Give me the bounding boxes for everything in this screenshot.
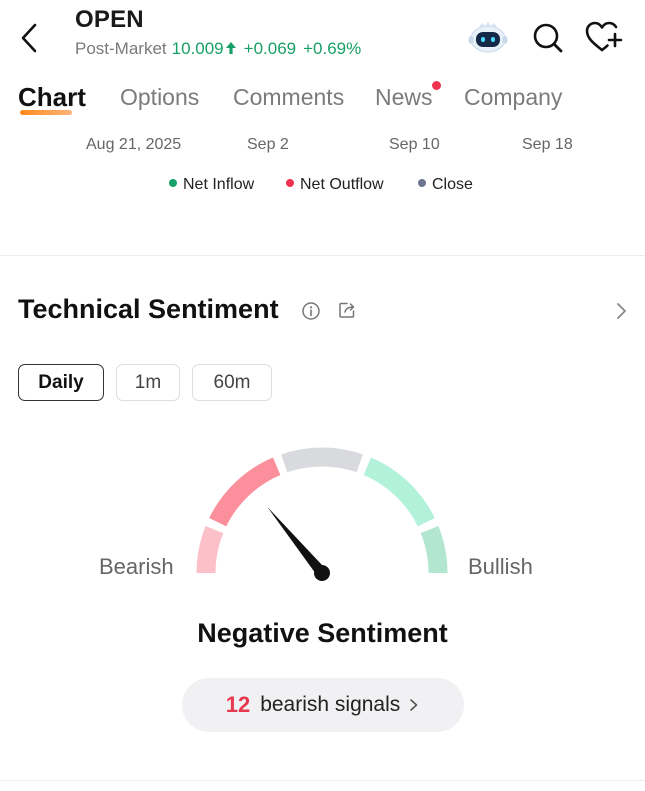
gauge-needle-hub bbox=[314, 565, 330, 581]
signals-count: 12 bbox=[225, 692, 251, 717]
gauge-bearish-label: Bearish bbox=[99, 554, 174, 579]
period-60m-button[interactable]: 60m bbox=[192, 364, 272, 401]
period-1m-button[interactable]: 1m bbox=[116, 364, 180, 401]
chevron-right-icon[interactable] bbox=[610, 300, 632, 322]
tab-company[interactable]: Company bbox=[464, 84, 563, 110]
gauge-segment-3 bbox=[281, 447, 363, 473]
legend-net-outflow: Net Outflow bbox=[286, 176, 384, 194]
news-notification-dot bbox=[432, 81, 441, 90]
legend-label: Net Outflow bbox=[300, 176, 384, 193]
gauge-bullish-label: Bullish bbox=[468, 554, 533, 579]
gauge-needle bbox=[267, 506, 330, 581]
signals-label: bearish signals bbox=[260, 693, 401, 716]
gauge-segment-1 bbox=[196, 525, 224, 574]
legend-close: Close bbox=[418, 176, 473, 194]
ai-assistant-robot-icon bbox=[468, 22, 508, 53]
back-button[interactable] bbox=[14, 20, 46, 56]
axis-date: Sep 10 bbox=[389, 136, 440, 153]
axis-date: Sep 18 bbox=[522, 136, 573, 153]
post-market-label: Post-Market bbox=[75, 39, 167, 58]
period-daily-button[interactable]: Daily bbox=[18, 364, 104, 401]
technical-sentiment-title: Technical Sentiment bbox=[18, 294, 279, 324]
axis-date: Sep 2 bbox=[247, 136, 289, 153]
post-market-price: 10.009 bbox=[171, 39, 224, 58]
gauge-segment-2 bbox=[209, 457, 281, 527]
gauge-needle-pointer bbox=[267, 506, 327, 577]
gauge-segment-5 bbox=[420, 525, 448, 574]
tab-comments[interactable]: Comments bbox=[233, 84, 345, 110]
search-icon bbox=[533, 23, 563, 53]
section-divider bbox=[0, 780, 645, 781]
legend-net-inflow: Net Inflow bbox=[169, 176, 254, 194]
search-button[interactable] bbox=[530, 20, 566, 56]
legend-label: Net Inflow bbox=[183, 176, 255, 193]
ticker-symbol: OPEN bbox=[75, 6, 144, 33]
gauge-segment-4 bbox=[363, 457, 435, 527]
add-to-watchlist-heart-icon bbox=[585, 21, 623, 52]
active-tab-underline bbox=[20, 110, 72, 115]
back-icon bbox=[21, 23, 37, 53]
tab-options[interactable]: Options bbox=[120, 84, 200, 110]
net-inflow-dot bbox=[169, 179, 177, 187]
chevron-right-icon bbox=[410, 699, 418, 711]
add-to-watchlist-button[interactable] bbox=[584, 19, 624, 55]
sentiment-result: Negative Sentiment bbox=[197, 618, 448, 648]
close-dot bbox=[418, 179, 426, 187]
axis-date: Aug 21, 2025 bbox=[86, 136, 182, 153]
gauge-segments bbox=[196, 447, 448, 574]
net-outflow-dot bbox=[286, 179, 294, 187]
info-icon[interactable] bbox=[301, 301, 321, 321]
tab-news[interactable]: News bbox=[375, 81, 441, 111]
post-market-quote: Post-Market 10.009 +0.069 +0.69% bbox=[75, 39, 361, 59]
post-market-change: +0.069 bbox=[243, 39, 297, 58]
tab-chart-label: Chart bbox=[18, 82, 86, 112]
ai-assistant-button[interactable] bbox=[467, 20, 509, 56]
legend-label: Close bbox=[432, 176, 473, 193]
section-divider bbox=[0, 255, 645, 256]
up-arrow-icon bbox=[225, 42, 236, 54]
tab-news-label: News bbox=[375, 84, 433, 110]
tab-chart[interactable]: Chart bbox=[18, 82, 86, 115]
post-market-change-percent: +0.69% bbox=[303, 39, 362, 58]
share-icon[interactable] bbox=[337, 300, 357, 320]
bearish-signals-button[interactable]: 12 bearish signals bbox=[182, 678, 464, 732]
